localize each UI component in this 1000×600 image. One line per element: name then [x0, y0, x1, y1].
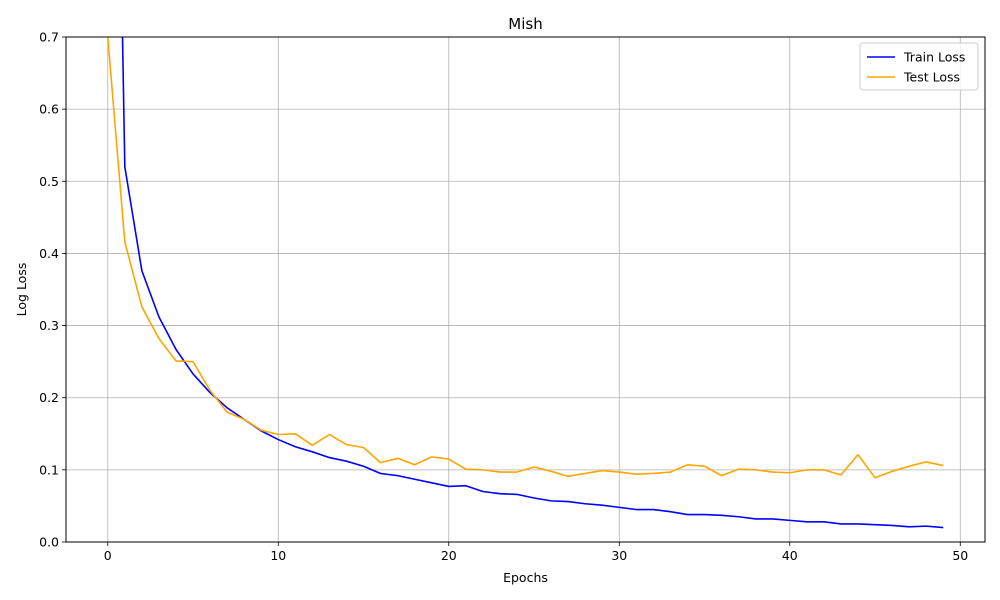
series-line-test-loss — [106, 37, 944, 479]
x-axis-title: Epochs — [503, 570, 548, 585]
y-tick-label: 0.3 — [39, 318, 59, 333]
x-tick-label: 40 — [782, 548, 798, 563]
x-tick-label: 10 — [270, 548, 286, 563]
y-tick-label: 0.0 — [39, 535, 59, 550]
x-tick-label: 20 — [441, 548, 457, 563]
axis-ticks: 0 10 20 30 40 50 0.0 0.1 0.2 0.3 0.4 0.5 0.6 0.7 — [39, 30, 968, 564]
y-tick-label: 0.4 — [39, 246, 59, 261]
y-tick-label: 0.2 — [39, 390, 59, 405]
legend-label-train-loss: Train Loss — [903, 50, 965, 65]
chart-title: Mish — [508, 15, 542, 33]
y-tick-label: 0.5 — [39, 174, 59, 189]
y-tick-label: 0.7 — [39, 30, 59, 45]
x-tick-label: 30 — [611, 548, 627, 563]
y-tick-label: 0.6 — [39, 102, 59, 117]
y-tick-label: 0.1 — [39, 462, 59, 477]
x-tick-label: 0 — [104, 548, 112, 563]
plot-frame — [65, 36, 986, 543]
x-tick-label: 50 — [952, 548, 968, 563]
legend: Train Loss Test Loss — [859, 42, 979, 91]
legend-box — [859, 42, 979, 91]
y-axis-title: Log Loss — [14, 263, 29, 317]
legend-label-test-loss: Test Loss — [903, 70, 960, 85]
series-lines — [106, 37, 944, 529]
